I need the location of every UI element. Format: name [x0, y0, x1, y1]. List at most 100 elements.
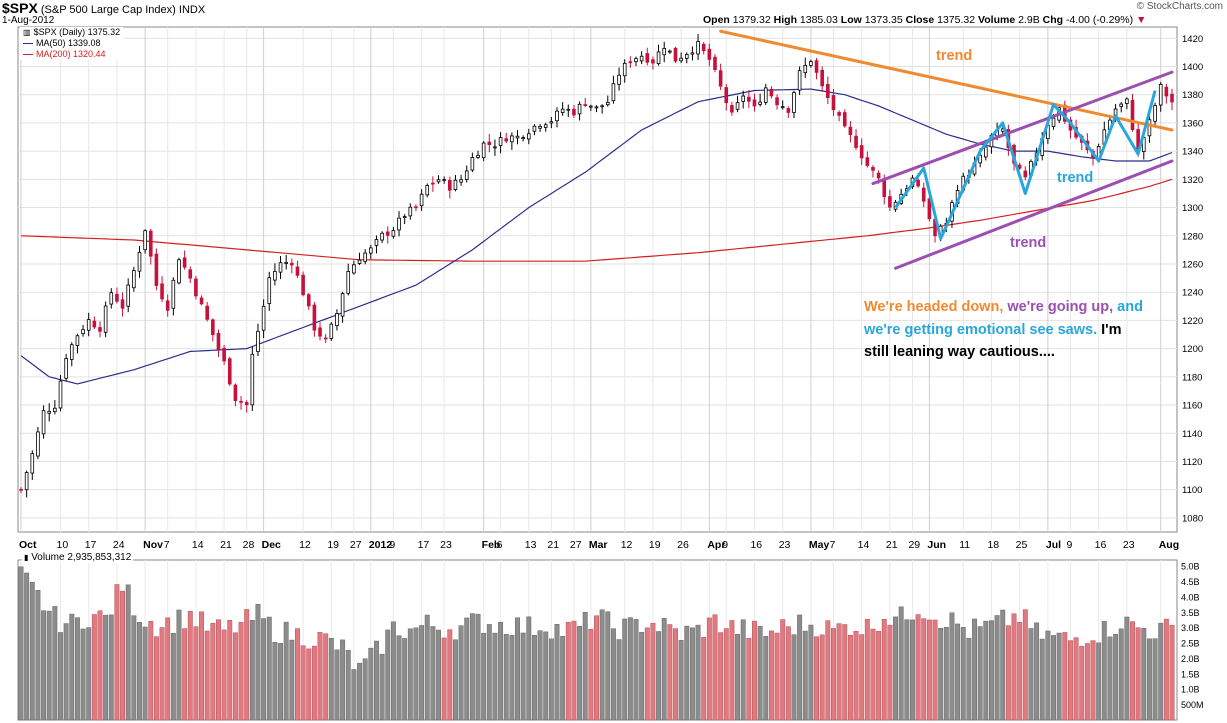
volume-bar — [1130, 621, 1135, 721]
volume-bar — [1062, 632, 1068, 721]
volume-bar — [689, 627, 695, 721]
candle-body — [199, 297, 204, 305]
volume-bar — [52, 606, 58, 721]
candle-body — [92, 320, 97, 328]
volume-bar — [69, 613, 75, 721]
time-tick-label: Mar — [589, 539, 608, 551]
candle-body — [1170, 93, 1174, 103]
candle-body — [662, 48, 667, 56]
price-tick-label: 1180 — [1182, 372, 1202, 383]
volume-bar — [774, 632, 780, 721]
volume-bar — [481, 632, 487, 721]
candle-body — [803, 64, 808, 74]
time-tick-label: 26 — [677, 539, 689, 551]
candle-body — [656, 51, 661, 65]
price-tick-label: 1300 — [1182, 203, 1203, 214]
volume-bar — [283, 621, 289, 721]
candle-body — [312, 304, 317, 331]
candle-body — [752, 99, 757, 107]
time-tick-label: 6 — [497, 539, 503, 551]
candle-body — [566, 108, 571, 111]
volume-bar — [859, 634, 865, 721]
volume-bar — [560, 636, 566, 721]
volume-bar — [565, 621, 571, 721]
volume-bar — [1000, 609, 1006, 721]
volume-bar — [588, 628, 594, 721]
time-tick-label: 28 — [243, 539, 255, 551]
candle-body — [786, 108, 791, 113]
trend-label-purple-label: trend — [1010, 235, 1046, 251]
candle-body — [211, 319, 215, 336]
volume-bar — [898, 606, 904, 721]
volume-bar — [452, 639, 458, 721]
volume-bar — [91, 614, 97, 721]
time-tick-label: Apr — [707, 539, 725, 551]
volume-bar — [419, 625, 425, 721]
candle-body — [103, 305, 108, 333]
candle-body — [555, 110, 559, 122]
volume-bar — [847, 634, 853, 721]
time-tick-label: Feb — [482, 539, 501, 551]
volume-tick-label: 3.5B — [1181, 608, 1200, 618]
candle-body — [188, 269, 193, 279]
candle-body — [515, 135, 520, 139]
candle-body — [290, 262, 294, 266]
volume-bar — [137, 621, 142, 721]
volume-tick-label: 3.0B — [1181, 623, 1200, 633]
price-tick-label: 1080 — [1182, 513, 1203, 524]
time-tick-label: 16 — [1095, 539, 1107, 551]
price-tick-label: 1400 — [1182, 62, 1203, 73]
candle-body — [735, 102, 740, 110]
annotation-part4: I'm still leaning way cautious.... — [864, 321, 1122, 361]
candle-body — [668, 50, 672, 53]
time-tick-label: 23 — [779, 539, 791, 551]
candle-body — [888, 196, 892, 208]
candle-body — [876, 172, 881, 179]
volume-bar — [1113, 633, 1119, 721]
time-tick-label: 12 — [299, 539, 311, 551]
time-tick-label: Dec — [262, 539, 281, 551]
candle-icon: ▥ — [23, 28, 31, 37]
time-tick-label: Nov — [143, 539, 163, 551]
candle-body — [222, 347, 226, 362]
volume-bar — [983, 620, 989, 721]
candle-body — [357, 259, 362, 264]
time-tick-label: May — [809, 539, 830, 551]
candle-body — [86, 319, 91, 331]
volume-bar — [1141, 628, 1147, 721]
volume-bar — [757, 626, 763, 721]
volume-bar — [616, 639, 622, 721]
candle-body — [589, 105, 593, 108]
brand-logo[interactable]: © StockCharts.com — [1136, 1, 1223, 12]
price-tick-label: 1280 — [1182, 231, 1203, 242]
volume-bar — [1090, 640, 1096, 721]
volume-bar — [486, 624, 492, 721]
volume-tick-label: 1.5B — [1181, 669, 1200, 679]
volume-bar — [1028, 628, 1034, 721]
volume-tick-label: 1.0B — [1181, 685, 1200, 695]
volume-bar — [893, 616, 898, 721]
volume-bar — [582, 611, 588, 721]
volume-bar — [159, 627, 165, 721]
volume-bar — [960, 627, 966, 721]
candle-body — [295, 266, 300, 276]
time-tick-label: Jun — [927, 539, 946, 551]
candle-body — [352, 264, 356, 274]
volume-bar — [464, 617, 470, 721]
time-tick-label: 17 — [85, 539, 97, 551]
time-tick-label: 16 — [750, 539, 762, 551]
trend-label-orange: trend — [936, 48, 972, 64]
candle-body — [820, 69, 824, 87]
volume-bar — [831, 628, 836, 721]
volume-bar — [554, 624, 560, 721]
volume-bar — [458, 625, 464, 721]
volume-bar — [678, 640, 684, 721]
volume-bar — [210, 623, 216, 721]
volume-bar — [887, 624, 893, 721]
candle-body — [842, 112, 847, 127]
candle-body — [882, 178, 887, 198]
candle-body — [30, 453, 35, 474]
time-tick-label: Jul — [1046, 539, 1061, 551]
volume-bar — [1101, 621, 1107, 721]
